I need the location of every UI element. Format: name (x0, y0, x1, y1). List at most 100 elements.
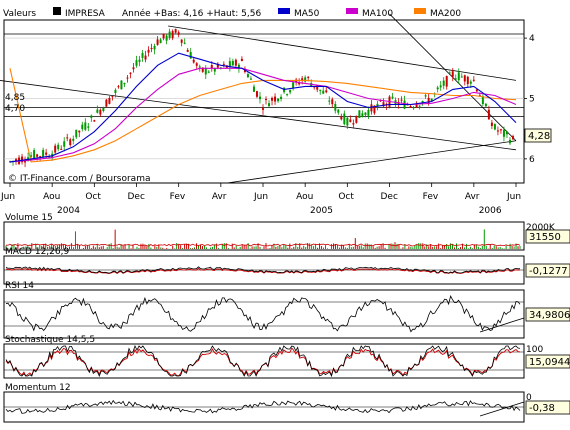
candle-body-8 (33, 150, 36, 159)
momentum-trend-line (479, 401, 525, 417)
legend-label-2: MA200 (430, 9, 461, 19)
candle-body-51 (162, 33, 165, 39)
legend-label-1: MA100 (362, 9, 393, 19)
volume-value-box (525, 229, 570, 244)
volume-title: Volume 15 (5, 213, 53, 223)
candle-body-119 (367, 109, 370, 116)
candle-body-100 (310, 83, 313, 87)
candle-body-4 (21, 156, 24, 163)
trend-lines (0, 13, 517, 184)
candle-body-121 (373, 105, 376, 114)
candle-body-57 (180, 39, 183, 43)
candle-body-166 (508, 139, 511, 144)
stochastic-scale: 100 (526, 345, 543, 355)
macd-value: -0,1277 (529, 266, 568, 277)
candle-body-135 (415, 104, 418, 108)
momentum-value: -0,38 (529, 403, 555, 414)
year-range: Année +Bas: 4,16 +Haut: 5,56 (122, 8, 261, 19)
instrument-name: IMPRESA (65, 9, 106, 19)
year-label-0: 2004 (57, 206, 80, 216)
candle-body-25 (84, 122, 87, 130)
candle-body-12 (45, 152, 48, 155)
candle-body-115 (355, 115, 358, 123)
x-tick-label-11: Avr (465, 192, 480, 202)
rsi-frame (3, 289, 525, 339)
volume-avg-line (5, 243, 521, 247)
candle-body-26 (87, 126, 90, 128)
candle-body-116 (358, 110, 361, 118)
candle-body-82 (255, 91, 258, 97)
trend-line-0 (168, 25, 517, 81)
candle-body-58 (183, 42, 186, 44)
copyright: © IT-Finance.com / Boursorama (8, 174, 150, 184)
candle-body-133 (409, 106, 412, 108)
candle-body-22 (75, 129, 78, 138)
x-tick-label-2: Oct (85, 192, 101, 202)
candle-body-63 (198, 66, 201, 68)
candle-body-36 (117, 86, 120, 88)
candle-body-150 (460, 76, 463, 78)
candle-body-35 (114, 89, 117, 93)
candle-body-112 (346, 117, 349, 126)
candle-body-99 (307, 76, 310, 78)
last-price-badge: 4,28 (524, 128, 552, 143)
level-label-2: 4,70 (5, 104, 25, 114)
candle-body-76 (237, 64, 240, 69)
candle-body-73 (228, 61, 231, 68)
volume-scale: 2000K (526, 223, 556, 233)
candle-body-165 (505, 131, 508, 135)
candle-body-152 (466, 76, 469, 85)
candle-body-97 (301, 78, 304, 81)
valeurs-label: Valeurs (3, 9, 36, 19)
macd-panel: MACD 12,26,9 -0,1277 (3, 247, 570, 285)
candle-body-127 (391, 96, 394, 99)
candle-body-114 (352, 123, 355, 125)
candle-body-109 (337, 109, 340, 113)
candle-body-83 (258, 96, 261, 100)
legend-swatch-1 (346, 8, 358, 14)
candle-body-147 (451, 71, 454, 77)
candle-body-50 (159, 39, 162, 44)
candle-body-88 (274, 96, 277, 102)
candle-body-143 (439, 85, 442, 88)
candle-body-37 (120, 80, 123, 90)
candle-body-149 (457, 72, 460, 81)
legend-swatch-0 (278, 8, 290, 14)
momentum-scale: 0 (526, 393, 532, 403)
candle-body-158 (484, 103, 487, 107)
candle-body-33 (108, 97, 111, 104)
x-tick-label-12: Jun (506, 192, 521, 202)
stochastic-frame (3, 343, 525, 379)
candle-body-40 (129, 72, 132, 74)
candle-body-38 (123, 82, 126, 85)
price-panel (3, 19, 525, 184)
x-tick-label-9: Dec (381, 192, 398, 202)
candle-body-98 (304, 77, 307, 82)
candle-body-122 (376, 103, 379, 107)
stochastic-line (5, 344, 521, 378)
ma-legend: MA50 MA100 MA200 (278, 8, 461, 19)
candle-body-89 (277, 98, 280, 102)
candle-body-47 (150, 48, 153, 50)
x-tick-label-10: Fev (423, 192, 439, 202)
rsi-value-box (525, 307, 570, 322)
candle-body-107 (331, 99, 334, 105)
stochastic-value-box (525, 354, 570, 369)
candle-body-49 (156, 39, 159, 45)
candle-body-138 (424, 95, 427, 97)
y-tick-label-0: 6 (529, 155, 535, 165)
ma100-line (9, 67, 517, 163)
volume-value: 31550 (529, 232, 561, 243)
candle-body-86 (268, 103, 271, 107)
x-tick-label-8: Oct (338, 192, 354, 202)
stochastic-panel: Stochastique 14,5,5 100 15,0944 (3, 335, 570, 379)
price-y-axis: 6 5 4 (524, 34, 535, 165)
candle-body-103 (319, 89, 322, 91)
candle-body-44 (141, 53, 144, 58)
candle-body-130 (400, 99, 403, 101)
candle-body-90 (280, 96, 283, 99)
candle-body-20 (69, 139, 72, 146)
